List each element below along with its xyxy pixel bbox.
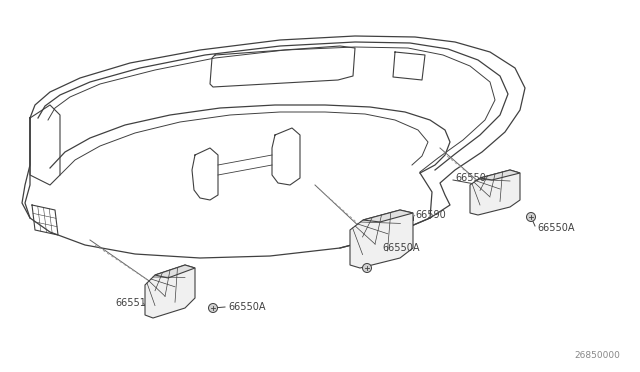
Polygon shape (350, 210, 413, 268)
Circle shape (209, 304, 218, 312)
Polygon shape (145, 265, 195, 318)
Polygon shape (470, 170, 520, 215)
Text: 66550: 66550 (455, 173, 486, 183)
Circle shape (362, 263, 371, 273)
Text: 66551: 66551 (115, 298, 146, 308)
Text: 66550A: 66550A (537, 223, 575, 233)
Polygon shape (363, 210, 413, 222)
Text: 66550A: 66550A (228, 302, 266, 312)
Text: 66590: 66590 (415, 210, 445, 220)
Polygon shape (480, 170, 520, 180)
Polygon shape (155, 265, 195, 278)
Circle shape (527, 212, 536, 221)
Text: 66550A: 66550A (382, 243, 419, 253)
Text: 26850000: 26850000 (574, 351, 620, 360)
